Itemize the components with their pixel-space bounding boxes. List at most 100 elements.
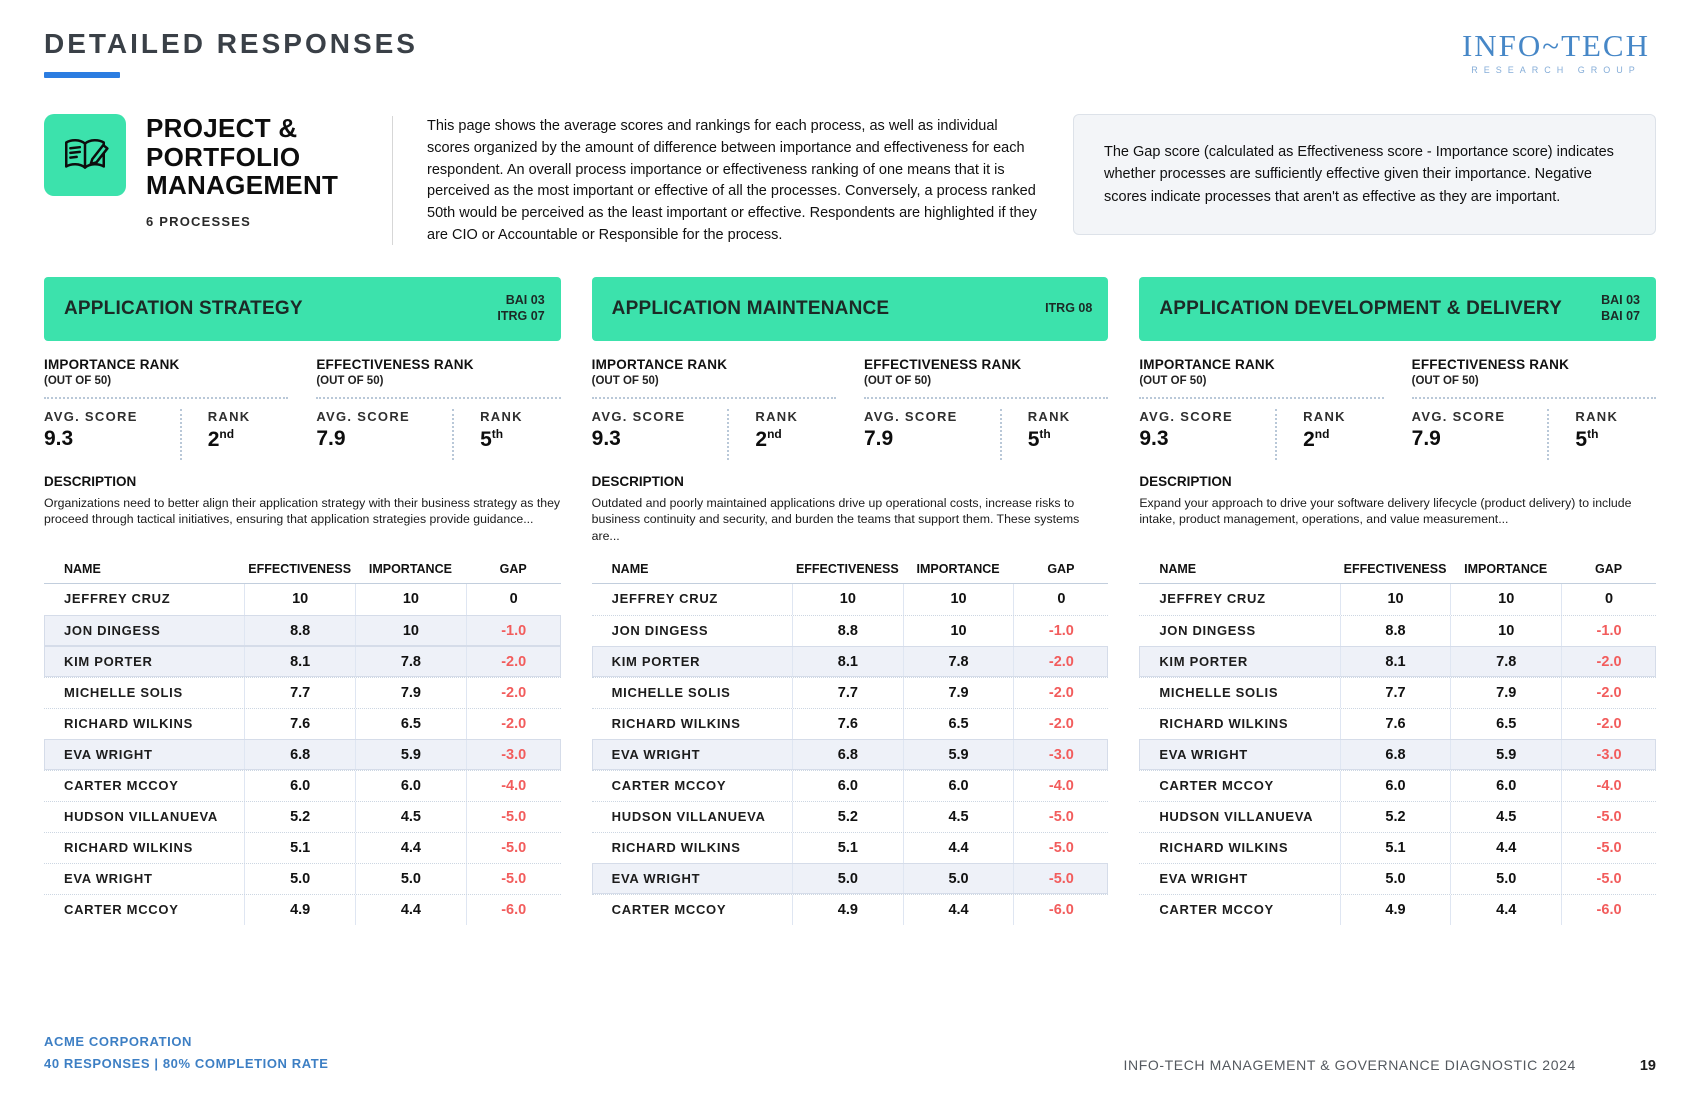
process-title: PROJECT & PORTFOLIO MANAGEMENT: [146, 113, 339, 201]
rank-label: RANK: [1027, 408, 1071, 424]
company-name: ACME CORPORATION: [44, 1034, 193, 1050]
respondent-name: JEFFREY CRUZ: [611, 590, 719, 606]
effectiveness-score: 8.1: [1339, 646, 1451, 677]
effectiveness-score: 4.9: [244, 894, 355, 925]
effectiveness-score: 4.9: [1339, 894, 1451, 925]
importance-score-row: AVG. SCORE 9.3 RANK 2nd: [1139, 396, 1384, 460]
respondent-name: RICHARD WILKINS: [611, 715, 741, 731]
respondent-name: KIM PORTER: [64, 653, 153, 669]
description-block: DESCRIPTION Organizations need to better…: [44, 474, 561, 552]
effectiveness-score: 7.6: [791, 708, 903, 739]
table-body: JEFFREY CRUZ 10 10 0 JON DINGESS 8.8 10 …: [1139, 583, 1656, 925]
importance-score: 6.0: [355, 770, 466, 801]
vertical-divider: [392, 116, 393, 245]
table-body: JEFFREY CRUZ 10 10 0 JON DINGESS 8.8 10 …: [44, 583, 561, 925]
col-header-importance: IMPORTANCE: [368, 561, 452, 576]
effectiveness-avg-cell: AVG. SCORE 7.9: [1412, 409, 1548, 460]
importance-score-row: AVG. SCORE 9.3 RANK 2nd: [44, 396, 289, 460]
col-header-name: NAME: [611, 561, 649, 576]
gap-score: -4.0: [465, 770, 561, 801]
gap-score: -6.0: [1013, 894, 1108, 925]
table-row: JEFFREY CRUZ 10 10 0: [1139, 583, 1656, 615]
gap-score: -5.0: [465, 801, 561, 832]
col-header-gap: GAP: [1047, 561, 1075, 576]
intro-band: PROJECT & PORTFOLIO MANAGEMENT 6 PROCESS…: [44, 114, 1656, 247]
respondent-name: EVA WRIGHT: [611, 746, 701, 762]
description-text: Outdated and poorly maintained applicati…: [591, 495, 1080, 543]
importance-score: 6.5: [355, 708, 466, 739]
importance-score: 6.0: [1450, 770, 1561, 801]
importance-score: 4.4: [355, 832, 466, 863]
gap-score: -2.0: [1561, 646, 1656, 677]
effectiveness-score: 5.1: [791, 832, 903, 863]
table-header-row: NAME EFFECTIVENESS IMPORTANCE GAP: [591, 561, 1109, 584]
table-header-row: NAME EFFECTIVENESS IMPORTANCE GAP: [1139, 562, 1656, 584]
effectiveness-score: 7.7: [1339, 677, 1451, 708]
panel-title: APPLICATION STRATEGY: [64, 297, 303, 319]
importance-score: 10: [355, 583, 466, 615]
effectiveness-score: 6.8: [1339, 739, 1451, 770]
effectiveness-score: 5.2: [244, 801, 355, 832]
title-block: DETAILED RESPONSES: [44, 28, 418, 78]
effectiveness-score: 4.9: [791, 894, 903, 925]
table-row: CARTER MCCOY 4.9 4.4 -6.0: [591, 893, 1109, 925]
rank-summary: IMPORTANCE RANK (OUT OF 50) AVG. SCORE 9…: [1139, 341, 1656, 464]
rank-label: RANK: [1303, 408, 1346, 424]
avg-score-value: 9.3: [44, 426, 74, 450]
gap-score: -5.0: [1013, 801, 1108, 832]
gap-score: -2.0: [465, 646, 561, 677]
effectiveness-score: 5.1: [244, 832, 355, 863]
infotech-logo: INFO~TECH RESEARCH GROUP: [1462, 28, 1650, 75]
gap-score: -1.0: [465, 615, 561, 646]
importance-rank-cell: RANK 2nd: [1275, 408, 1384, 460]
panel-title: APPLICATION DEVELOPMENT & DELIVERY: [1159, 297, 1562, 319]
description-block: DESCRIPTION Outdated and poorly maintain…: [592, 474, 1109, 552]
rank-summary: IMPORTANCE RANK (OUT OF 50) AVG. SCORE 9…: [591, 341, 1109, 464]
page-footer: ACME CORPORATION 40 RESPONSES | 80% COMP…: [44, 1031, 1656, 1074]
table-row: CARTER MCCOY 4.9 4.4 -6.0: [1139, 893, 1656, 925]
gap-score: -5.0: [1013, 832, 1108, 863]
table-row: EVA WRIGHT 6.8 5.9 -3.0: [1139, 738, 1656, 770]
gap-score: -3.0: [465, 739, 561, 770]
effectiveness-rank-label: EFFECTIVENESS RANK: [1411, 356, 1570, 372]
avg-score-label: AVG. SCORE: [1139, 408, 1233, 424]
respondent-name: CARTER MCCOY: [64, 777, 179, 793]
effectiveness-score: 6.0: [244, 770, 355, 801]
table-row: JON DINGESS 8.8 10 -1.0: [1139, 614, 1656, 646]
effectiveness-score: 8.1: [244, 646, 355, 677]
avg-score-value: 9.3: [591, 426, 621, 450]
importance-score: 4.4: [355, 894, 466, 925]
gap-score: 0: [1561, 583, 1656, 615]
gap-score-note: The Gap score (calculated as Effectivene…: [1073, 114, 1656, 236]
importance-rank-sub: (OUT OF 50): [44, 374, 112, 387]
effectiveness-score: 7.7: [791, 677, 903, 708]
gap-score: 0: [1013, 583, 1108, 615]
col-header-effectiveness: EFFECTIVENESS: [795, 561, 899, 576]
effectiveness-score-row: AVG. SCORE 7.9 RANK 5th: [316, 396, 561, 460]
gap-score: -5.0: [1561, 832, 1656, 863]
table-row: RICHARD WILKINS 5.1 4.4 -5.0: [44, 831, 561, 863]
respondent-name: JON DINGESS: [611, 622, 709, 638]
importance-rank-block: IMPORTANCE RANK (OUT OF 50) AVG. SCORE 9…: [44, 357, 289, 460]
process-panels: APPLICATION STRATEGY BAI 03 ITRG 07 IMPO…: [44, 276, 1656, 925]
importance-rank-sub: (OUT OF 50): [1139, 374, 1207, 387]
importance-score-row: AVG. SCORE 9.3 RANK 2nd: [591, 396, 836, 460]
avg-score-label: AVG. SCORE: [863, 408, 958, 424]
gap-score: -5.0: [1013, 863, 1108, 894]
table-row: JON DINGESS 8.8 10 -1.0: [44, 614, 561, 646]
page-number: 19: [1639, 1058, 1656, 1074]
gap-score: -6.0: [465, 894, 561, 925]
table-row: CARTER MCCOY 6.0 6.0 -4.0: [591, 769, 1109, 801]
importance-avg-cell: AVG. SCORE 9.3: [44, 409, 180, 460]
rank-value: 2nd: [207, 426, 235, 451]
description-text: Organizations need to better align their…: [44, 495, 561, 527]
panel-framework-badge: ITRG 08: [1045, 300, 1093, 315]
respondent-name: EVA WRIGHT: [64, 870, 153, 886]
table-row: RICHARD WILKINS 7.6 6.5 -2.0: [1139, 707, 1656, 739]
respondent-name: KIM PORTER: [1159, 653, 1248, 669]
avg-score-value: 7.9: [316, 426, 346, 450]
gap-score: -5.0: [1561, 801, 1656, 832]
importance-score: 4.5: [1450, 801, 1561, 832]
effectiveness-score: 10: [244, 583, 355, 615]
table-row: KIM PORTER 8.1 7.8 -2.0: [1139, 645, 1656, 677]
